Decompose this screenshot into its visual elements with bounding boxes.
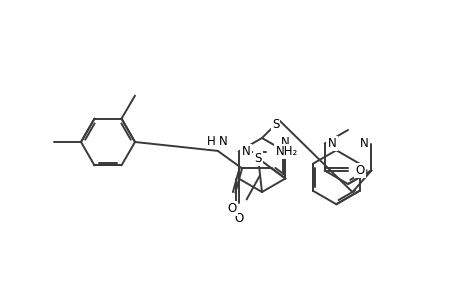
Text: S: S xyxy=(254,152,261,165)
Text: N: N xyxy=(359,137,368,150)
Text: N: N xyxy=(218,135,227,148)
Text: N: N xyxy=(327,137,336,150)
Text: NH₂: NH₂ xyxy=(275,145,297,158)
Text: N: N xyxy=(241,145,250,158)
Text: O: O xyxy=(355,164,364,177)
Text: S: S xyxy=(271,118,279,131)
Text: H: H xyxy=(207,135,215,148)
Text: N: N xyxy=(280,136,289,148)
Text: O: O xyxy=(234,212,243,225)
Text: O: O xyxy=(227,202,236,215)
